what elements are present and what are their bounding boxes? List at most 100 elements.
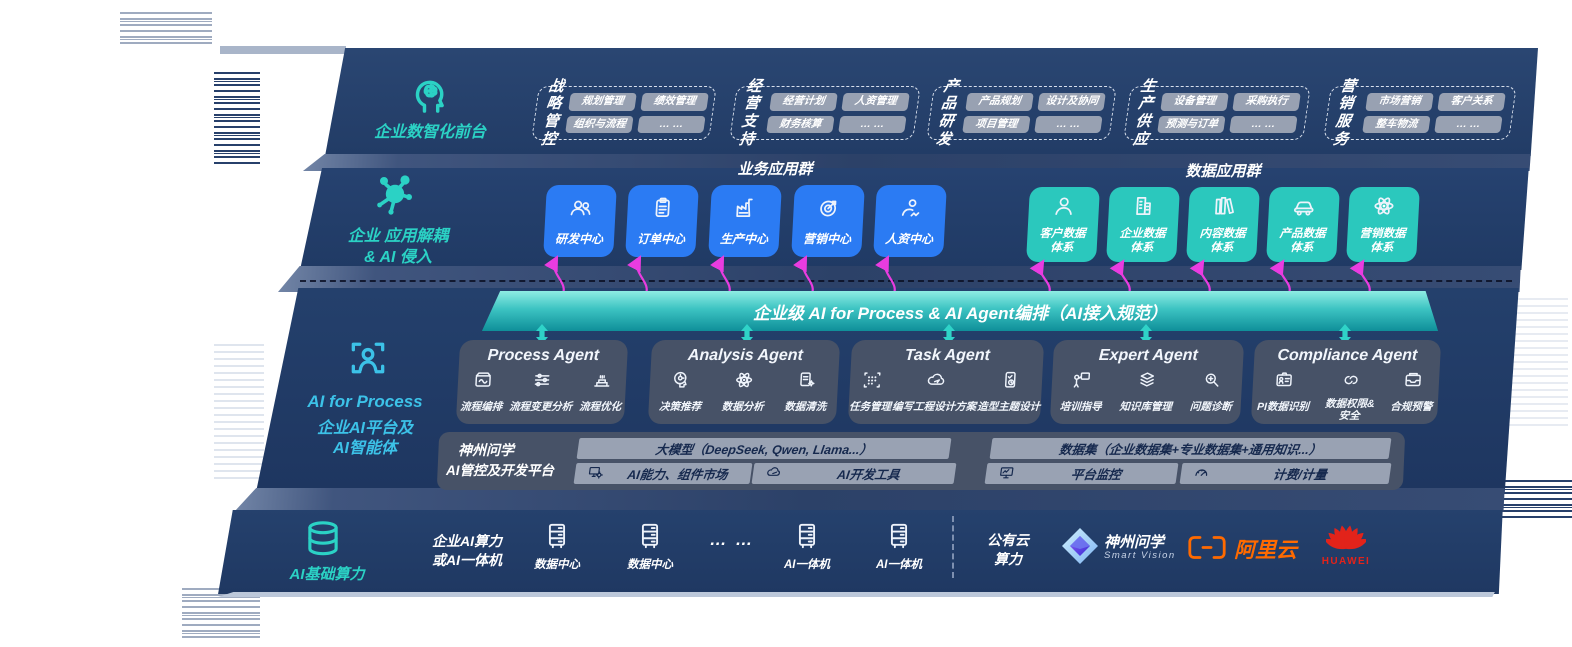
- tile-production-center: 生产中心: [708, 185, 782, 257]
- front-group-pills: 设备管理 采购执行 预测与订单 … …: [1157, 92, 1301, 134]
- ai-platform-label-line3: AI智能体: [332, 440, 397, 457]
- tile-label: 营销中心: [802, 232, 852, 246]
- infrastructure-label: AI基础算力: [289, 566, 365, 583]
- front-pill: … …: [1434, 115, 1503, 134]
- person-frame-icon: [346, 336, 390, 385]
- server-icon: [886, 521, 912, 556]
- agent-title: Task Agent: [904, 347, 991, 364]
- tile-customer-data: 客户数据 体系: [1026, 187, 1100, 262]
- vertical-dashed-divider: [952, 516, 954, 578]
- tile-marketing-data: 营销数据 体系: [1346, 187, 1420, 262]
- ai-platform-label-line2: 企业AI平台及: [316, 420, 413, 437]
- ellipsis-dots: … …: [709, 530, 755, 549]
- server-icon: [544, 521, 570, 556]
- team-icon: [567, 195, 595, 226]
- sliders-icon: [530, 369, 553, 396]
- agent-item-label: 决策推荐: [658, 401, 702, 413]
- tile-marketing-center: 营销中心: [791, 185, 865, 257]
- tile-hr-center: 人资中心: [873, 185, 947, 257]
- front-group-title: 经营支持: [738, 77, 763, 148]
- tile-label: 人资中心: [884, 232, 934, 246]
- diagnose-icon: [1200, 369, 1223, 396]
- server-icon: [637, 521, 663, 556]
- hr-people-icon: [897, 195, 925, 226]
- task-grid-icon: [860, 369, 883, 396]
- agent-item-label: 流程优化: [578, 401, 622, 413]
- shelf-edge-1: [302, 154, 1531, 171]
- layer-front-office: [325, 48, 1538, 156]
- front-pill: 设备管理: [1160, 92, 1229, 111]
- cloud-pen-icon: [764, 464, 784, 484]
- monitor-bar: 平台监控: [984, 463, 1179, 484]
- orchestration-bar: 企业级 AI for Process & AI Agent编排（AI接入规范）: [481, 291, 1439, 331]
- front-pill: 市场营销: [1365, 92, 1434, 111]
- billing-bar: 计费/计量: [1179, 463, 1392, 484]
- decouple-label-line2: & AI 侵入: [364, 249, 432, 266]
- tile-product-data: 产品数据 体系: [1266, 187, 1340, 262]
- front-pill: 产品规划: [965, 92, 1034, 111]
- training-icon: [1070, 369, 1093, 396]
- agent-item-label: 流程变更分析: [508, 401, 573, 413]
- agent-item-label: 数据清洗: [784, 401, 827, 413]
- front-group-title: 产品研发: [935, 77, 960, 148]
- front-group-production: 生产供应 设备管理 采购执行 预测与订单 … …: [1123, 78, 1311, 148]
- agent-item-label: 数据分析: [721, 401, 764, 413]
- alibaba-cloud-name: 阿里云: [1234, 539, 1297, 562]
- building-icon: [1130, 193, 1158, 224]
- front-pill: 绩效管理: [640, 92, 709, 111]
- business-group-title: 业务应用群: [737, 161, 813, 178]
- agent-item-label: 任务管理: [848, 401, 892, 413]
- alert-inbox-icon: [1401, 369, 1424, 396]
- clipboard-icon: [649, 195, 677, 226]
- decision-head-icon: [670, 369, 693, 396]
- tile-label: 生产中心: [719, 232, 769, 246]
- front-pill: 设计及协同: [1037, 92, 1106, 111]
- front-group-product: 产品研发 产品规划 设计及协同 项目管理 … …: [926, 78, 1117, 148]
- tile-enterprise-data: 企业数据 体系: [1106, 187, 1180, 262]
- clean-doc-icon: [795, 369, 818, 396]
- front-pill: 预测与订单: [1157, 115, 1226, 134]
- deco-stripes-left-lower: [214, 344, 264, 484]
- front-group-operation: 经营支持 经营计划 人资管理 财务核算 … …: [729, 78, 921, 148]
- front-group-title: 营销服务: [1332, 77, 1357, 148]
- capability-bar: AI能力、组件市场: [573, 463, 753, 484]
- shelf-edge-2: [277, 266, 1521, 292]
- head-brain-icon: [408, 64, 454, 121]
- agent-title: Analysis Agent: [687, 347, 804, 364]
- front-pill: … …: [637, 115, 706, 134]
- atom-icon: [1370, 193, 1398, 224]
- front-pill: … …: [838, 115, 907, 134]
- orchestration-bar-label: 企业级 AI for Process & AI Agent编排（AI接入规范）: [752, 303, 1168, 323]
- front-pill: 客户关系: [1437, 92, 1506, 111]
- agent-task: Task Agent 任务管理 编写工程设计方案 造型主题设计: [847, 340, 1045, 424]
- target-icon: [815, 195, 843, 226]
- node-label: AI一体机: [876, 559, 922, 571]
- agent-item-label: 知识库管理: [1119, 401, 1173, 413]
- data-permission-icon: [1339, 369, 1362, 396]
- front-group-marketing: 营销服务 市场营销 客户关系 整车物流 … …: [1323, 78, 1517, 148]
- front-group-pills: 经营计划 人资管理 财务核算 … …: [766, 92, 910, 134]
- agent-item-label: 合规预警: [1390, 401, 1433, 413]
- server-icon: [794, 521, 820, 556]
- tile-label: 研发中心: [554, 232, 604, 246]
- node-label: 数据中心: [627, 559, 673, 571]
- deco-stripes-top-left: [120, 12, 212, 48]
- agent-item-label: 造型主题设计: [976, 401, 1041, 413]
- front-pill: 采购执行: [1232, 92, 1301, 111]
- front-group-title: 生产供应: [1132, 77, 1157, 148]
- decouple-label-line1: 企业 应用解耦: [347, 228, 449, 245]
- model-bar: 大模型（DeepSeek, Qwen, Llama...）: [576, 438, 952, 459]
- front-pill: … …: [1034, 115, 1103, 134]
- front-pill: 财务核算: [766, 115, 835, 134]
- node-label: AI一体机: [784, 559, 830, 571]
- tile-rd-center: 研发中心: [543, 185, 617, 257]
- id-card-icon: [1273, 369, 1296, 396]
- gauge-icon: [1192, 464, 1212, 484]
- public-cloud-label-line2: 算力: [994, 551, 1022, 567]
- monitor-chart-icon: [997, 464, 1017, 484]
- deco-top-edge-highlight: [220, 46, 346, 54]
- design-check-icon: [998, 369, 1021, 396]
- front-group-strategy: 战略管控 规划管理 绩效管理 组织与流程 … …: [531, 78, 717, 148]
- workflow-icon: [471, 369, 494, 396]
